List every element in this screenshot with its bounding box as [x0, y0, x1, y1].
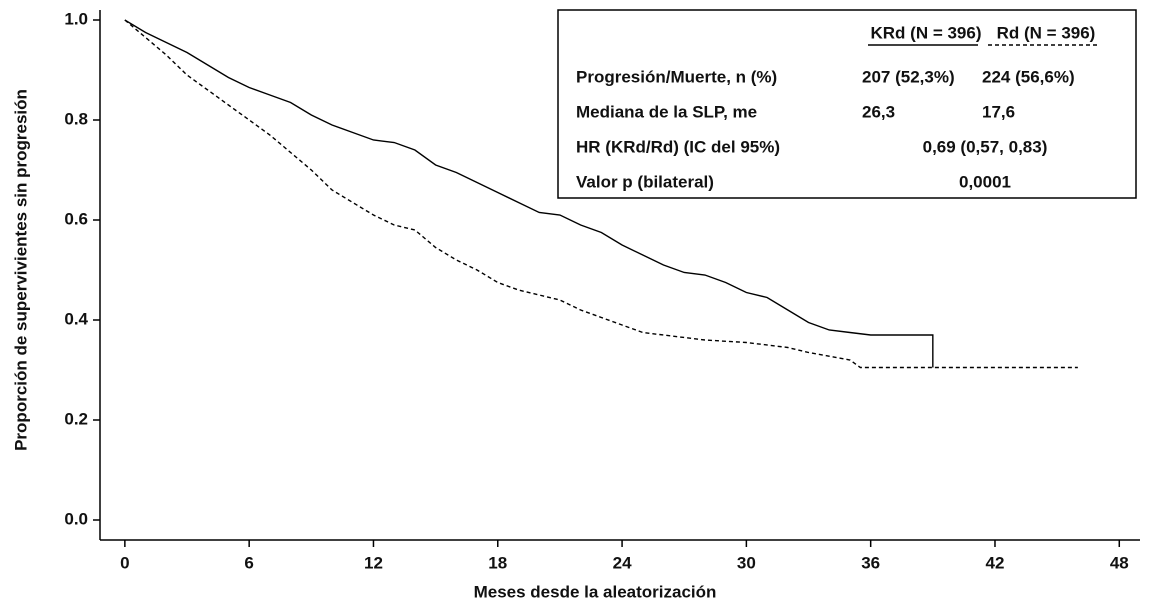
legend-value: 224 (56,6%): [982, 67, 1075, 86]
x-tick-label: 24: [613, 553, 632, 572]
x-tick-label: 12: [364, 553, 383, 572]
x-tick-label: 48: [1110, 553, 1129, 572]
y-axis-label: Proporción de supervivientes sin progres…: [11, 89, 30, 451]
x-tick-label: 36: [861, 553, 880, 572]
legend-row-label: Progresión/Muerte, n (%): [576, 67, 777, 86]
legend-row-label: HR (KRd/Rd) (IC del 95%): [576, 137, 780, 156]
legend-value: 0,69 (0,57, 0,83): [923, 137, 1048, 156]
y-tick-label: 0.8: [64, 109, 88, 128]
legend-label: Rd (N = 396): [997, 23, 1096, 42]
x-tick-label: 18: [488, 553, 507, 572]
legend-value: 17,6: [982, 102, 1015, 121]
legend-value: 207 (52,3%): [862, 67, 955, 86]
y-tick-label: 1.0: [64, 9, 88, 28]
x-axis-label: Meses desde la aleatorización: [474, 582, 717, 601]
y-tick-label: 0.0: [64, 509, 88, 528]
survival-curve: [124, 19, 1078, 369]
legend-row-label: Mediana de la SLP, me: [576, 102, 757, 121]
legend-box: [557, 9, 1137, 199]
x-tick-label: 0: [120, 553, 129, 572]
y-tick-label: 0.4: [64, 309, 88, 328]
x-tick-label: 30: [737, 553, 756, 572]
legend-label: KRd (N = 396): [871, 23, 982, 42]
legend-value: 0,0001: [959, 172, 1011, 191]
y-tick-label: 0.6: [64, 209, 88, 228]
survival-curve: [124, 19, 934, 368]
x-tick-label: 42: [986, 553, 1005, 572]
legend-value: 26,3: [862, 102, 895, 121]
x-tick-label: 6: [244, 553, 253, 572]
legend-row-label: Valor p (bilateral): [576, 172, 714, 191]
y-tick-label: 0.2: [64, 409, 88, 428]
